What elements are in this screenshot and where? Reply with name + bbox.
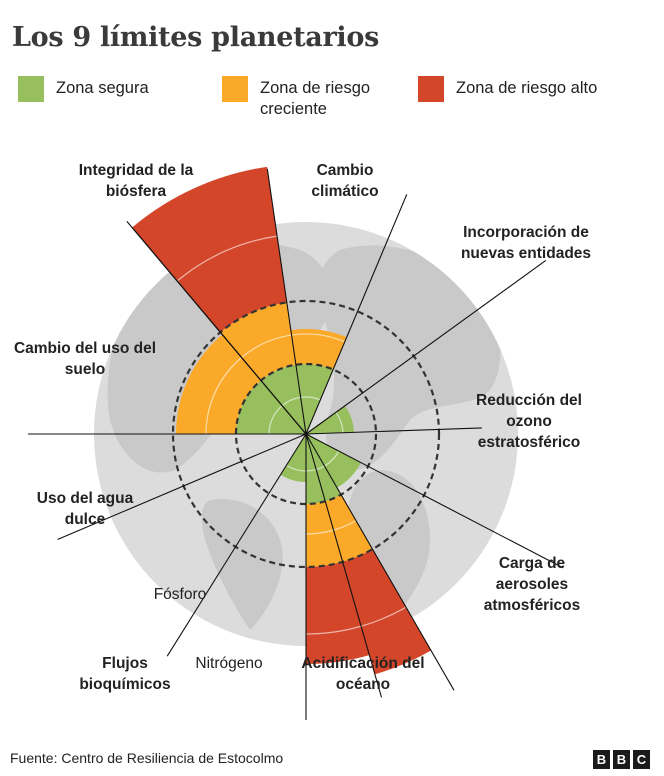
wedge-ozono-guide-arc-1 [335,411,344,433]
safe-boundary-outer-circle [171,299,441,569]
source-note: Fuente: Centro de Resiliencia de Estocol… [10,750,284,766]
wedge-fosforo-guide-arc-3 [305,625,362,635]
safe-boundary-inner-circle [234,362,378,506]
legend-item-safe: Zona segura [18,76,206,102]
wedge-suelo-band-1 [236,380,306,434]
spoke-11 [57,433,307,541]
legend-swatch-increasing [222,76,248,102]
wedge-clima-band-2 [290,329,347,370]
legend-label-safe: Zona segura [56,79,149,97]
wedge-agua [280,434,307,482]
legend-item-increasing: Zona de riesgo creciente [222,76,400,120]
spoke-8 [305,433,383,698]
label-fosforo: Fósforo [153,586,207,603]
wedge-clima-guide-arc-2 [291,333,345,343]
wedge-biosfera-band-2 [220,302,296,381]
legend-item-high: Zona de riesgo alto [418,76,656,102]
wedge-biosfera-guide-arc-2 [241,334,292,358]
bbc-logo: B B C [593,750,650,769]
wedge-biosfera-band-3 [132,166,287,333]
bbc-logo-block-3: C [633,750,650,769]
spoke-5 [305,427,482,435]
label-agua: Uso del agua dulce [36,490,134,528]
bbc-logo-block-2: B [613,750,630,769]
wedge-oceano-guide-arc-1 [324,450,340,467]
wedge-ozono [306,405,354,434]
wedge-biosfera [132,166,306,434]
label-suelo: Cambio del uso del suelo [13,340,157,378]
spoke-10 [166,433,307,657]
spoke-6 [305,433,564,569]
label-oceano: Acidificación del océano [301,655,425,693]
spoke-2 [266,168,307,435]
legend-label-increasing: Zona de riesgo creciente [260,79,371,118]
label-nitrogeno: Nitrógeno [195,655,263,672]
spoke-3 [305,194,408,435]
wedge-biosfera-guide-arc-1 [281,396,301,407]
wedge-suelo-guide-arc-2 [205,357,242,435]
wedge-agua-guide-arc-1 [286,464,307,472]
label-ozono: Reducción del ozono estratosférico [476,392,582,451]
wedge-nitrogeno-band-3 [342,549,431,675]
wedge-clima-band-1 [295,364,334,434]
legend-swatch-safe [18,76,44,102]
wedge-oceano [306,434,361,488]
spoke-4 [305,259,547,435]
wedge-fosforo [305,434,370,664]
spoke-7 [305,433,455,691]
label-aerosoles: Carga de aerosoles atmosféricos [483,555,581,614]
bbc-logo-block-1: B [593,750,610,769]
wedge-fosforo-band-3 [306,561,370,664]
wedge-nitrogeno-band-2 [325,494,373,562]
wedge-clima [290,329,347,434]
legend-swatch-high [418,76,444,102]
label-entidades: Incorporación de nuevas entidades [460,224,592,262]
wedge-biosfera-guide-arc-3 [176,235,278,282]
wedge-fosforo-band-2 [306,501,343,567]
spoke-13 [126,221,307,435]
chart-title: Los 9 límites planetarios [12,22,379,53]
wedge-biosfera-band-1 [260,364,306,434]
wedge-nitrogeno [306,434,431,675]
wedge-oceano-band-1 [306,434,361,488]
wedge-nitrogeno-band-1 [306,434,341,502]
label-biosfera: Integridad de la biósfera [78,162,194,200]
wedge-nitrogeno-guide-arc-3 [360,606,407,627]
label-flujos: Flujos bioquímicos [79,655,171,693]
legend-label-high: Zona de riesgo alto [456,79,598,97]
label-clima: Cambio climático [311,162,379,200]
wedge-suelo-guide-arc-1 [268,405,283,435]
